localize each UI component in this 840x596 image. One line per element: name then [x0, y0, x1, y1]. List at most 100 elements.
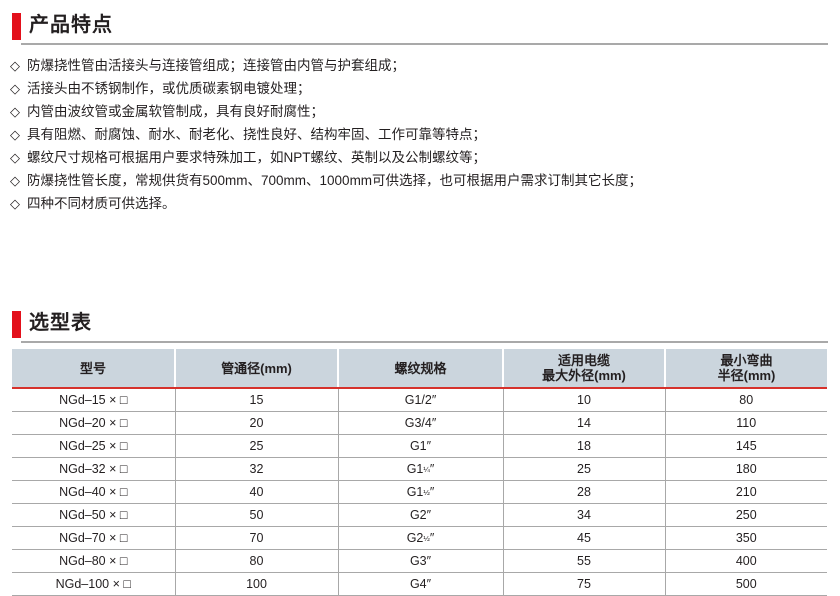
thread-unit: ″: [429, 531, 435, 545]
thread-fraction: ¼: [423, 465, 430, 475]
feature-text: 防爆挠性管由活接头与连接管组成；连接管由内管与护套组成；: [27, 58, 405, 73]
table-row: NGd–80 × □ 80 G3″ 55 400: [12, 549, 827, 573]
thread-main: G4: [409, 577, 427, 591]
cell-model: NGd–70 × □: [12, 526, 176, 550]
cell-bore: 80: [175, 549, 339, 573]
red-accent-bar: [12, 13, 21, 40]
thread-main: G1: [409, 439, 427, 453]
cell-bore: 70: [175, 526, 339, 550]
thread-main: G1/2: [404, 393, 432, 407]
cell-cable-od: 28: [503, 480, 666, 504]
cell-model: NGd–15 × □: [12, 388, 176, 412]
column-header-line2: 最大外径(mm): [542, 368, 626, 383]
thread-fraction: ½: [423, 534, 430, 544]
table-section-header: 选型表: [0, 303, 840, 345]
cell-cable-od: 45: [503, 526, 666, 550]
thread-main: G3: [409, 554, 427, 568]
table-section-title: 选型表: [29, 312, 92, 334]
column-header-line1: 管通径(mm): [221, 360, 292, 376]
cell-model: NGd–50 × □: [12, 503, 176, 527]
cell-model: NGd–80 × □: [12, 549, 176, 573]
cell-cable-od: 34: [503, 503, 666, 527]
cell-model: NGd–25 × □: [12, 434, 176, 458]
features-section-title: 产品特点: [29, 14, 113, 36]
cell-model: NGd–32 × □: [12, 457, 176, 481]
cell-bore: 40: [175, 480, 339, 504]
diamond-bullet-icon: ◇: [10, 58, 20, 73]
list-item: ◇ 防爆挠性管由活接头与连接管组成；连接管由内管与护套组成；: [10, 54, 830, 77]
cell-bend-radius: 350: [665, 526, 827, 550]
column-header-bore: 管通径(mm): [175, 349, 339, 389]
cell-model: NGd–40 × □: [12, 480, 176, 504]
thread-unit: ″: [426, 439, 432, 453]
table-row: NGd–20 × □ 20 G3/4″ 14 110: [12, 411, 827, 435]
thread-unit: ″: [426, 577, 432, 591]
thread-main: G2: [409, 508, 427, 522]
cell-bend-radius: 80: [665, 388, 827, 412]
diamond-bullet-icon: ◇: [10, 127, 20, 142]
selection-table: 型号 管通径(mm) 螺纹规格 适用电缆 最大外径(mm) 最小弯曲 半径(mm…: [12, 349, 827, 596]
cell-cable-od: 14: [503, 411, 666, 435]
table-row: NGd–25 × □ 25 G1″ 18 145: [12, 434, 827, 458]
table-row: NGd–40 × □ 40 G1½″ 28 210: [12, 480, 827, 504]
cell-bore: 100: [175, 572, 339, 596]
thread-fraction: ½: [423, 488, 430, 498]
table-header-row: 型号 管通径(mm) 螺纹规格 适用电缆 最大外径(mm) 最小弯曲 半径(mm…: [12, 349, 827, 389]
table-row: NGd–100 × □ 100 G4″ 75 500: [12, 572, 827, 596]
cell-bore: 32: [175, 457, 339, 481]
column-header-line1: 最小弯曲: [720, 353, 773, 368]
feature-text: 活接头由不锈钢制作，或优质碳素钢电镀处理；: [27, 81, 311, 96]
features-list: ◇ 防爆挠性管由活接头与连接管组成；连接管由内管与护套组成； ◇ 活接头由不锈钢…: [10, 54, 830, 215]
feature-text: 内管由波纹管或金属软管制成，具有良好耐腐性；: [27, 104, 324, 119]
diamond-bullet-icon: ◇: [10, 173, 20, 188]
column-header-cable-od: 适用电缆 最大外径(mm): [503, 349, 666, 389]
thread-main: G1: [406, 485, 424, 499]
cell-bend-radius: 250: [665, 503, 827, 527]
cell-bend-radius: 110: [665, 411, 827, 435]
column-header-line2: 半径(mm): [717, 368, 776, 383]
cell-model: NGd–20 × □: [12, 411, 176, 435]
cell-bore: 25: [175, 434, 339, 458]
cell-bore: 15: [175, 388, 339, 412]
list-item: ◇ 防爆挠性管长度，常规供货有500mm、700mm、1000mm可供选择，也可…: [10, 169, 830, 192]
cell-bend-radius: 500: [665, 572, 827, 596]
list-item: ◇ 活接头由不锈钢制作，或优质碳素钢电镀处理；: [10, 77, 830, 100]
section-divider: [21, 43, 828, 45]
cell-thread: G2″: [338, 503, 504, 527]
thread-main: G1: [406, 462, 424, 476]
thread-unit: ″: [426, 554, 432, 568]
cell-cable-od: 25: [503, 457, 666, 481]
list-item: ◇ 具有阻燃、耐腐蚀、耐水、耐老化、挠性良好、结构牢固、工作可靠等特点；: [10, 123, 830, 146]
cell-cable-od: 18: [503, 434, 666, 458]
cell-bore: 20: [175, 411, 339, 435]
column-header-line1: 型号: [79, 360, 106, 376]
thread-unit: ″: [426, 508, 432, 522]
cell-bore: 50: [175, 503, 339, 527]
column-header-line1: 适用电缆: [557, 353, 610, 368]
column-header-thread: 螺纹规格: [338, 349, 504, 389]
column-header-bend-radius: 最小弯曲 半径(mm): [665, 349, 827, 389]
section-divider: [21, 341, 828, 343]
cell-thread: G1½″: [338, 480, 504, 504]
table-body: NGd–15 × □ 15 G1/2″ 10 80 NGd–20 × □ 20 …: [12, 388, 827, 596]
cell-model: NGd–100 × □: [12, 572, 176, 596]
cell-cable-od: 75: [503, 572, 666, 596]
cell-thread: G1/2″: [338, 388, 504, 412]
cell-thread: G1¼″: [338, 457, 504, 481]
table-row: NGd–32 × □ 32 G1¼″ 25 180: [12, 457, 827, 481]
thread-main: G2: [406, 531, 424, 545]
cell-thread: G3/4″: [338, 411, 504, 435]
table-row: NGd–70 × □ 70 G2½″ 45 350: [12, 526, 827, 550]
cell-bend-radius: 180: [665, 457, 827, 481]
diamond-bullet-icon: ◇: [10, 104, 20, 119]
cell-bend-radius: 145: [665, 434, 827, 458]
cell-thread: G1″: [338, 434, 504, 458]
cell-bend-radius: 400: [665, 549, 827, 573]
feature-text: 防爆挠性管长度，常规供货有500mm、700mm、1000mm可供选择，也可根据…: [27, 173, 643, 188]
column-header-line1: 螺纹规格: [394, 360, 447, 376]
cell-cable-od: 10: [503, 388, 666, 412]
cell-thread: G3″: [338, 549, 504, 573]
cell-thread: G4″: [338, 572, 504, 596]
list-item: ◇ 螺纹尺寸规格可根据用户要求特殊加工，如NPT螺纹、英制以及公制螺纹等；: [10, 146, 830, 169]
cell-cable-od: 55: [503, 549, 666, 573]
